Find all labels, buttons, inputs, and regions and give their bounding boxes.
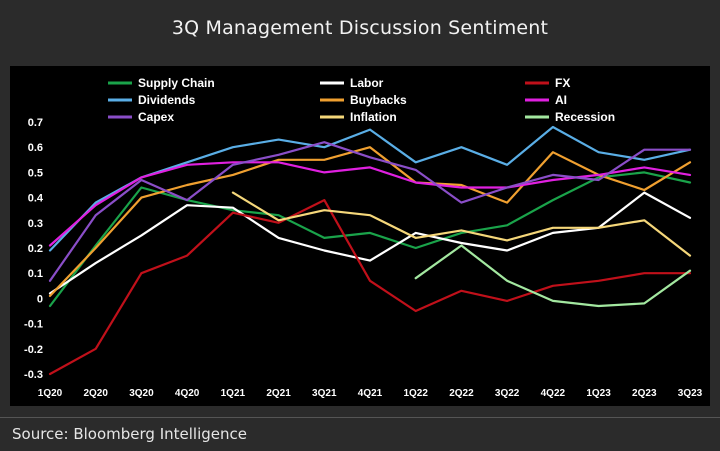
y-tick-label: 0.7	[28, 117, 43, 129]
x-tick-label: 1Q23	[586, 388, 611, 399]
legend-label: Labor	[350, 76, 384, 90]
series-line-ai	[48, 161, 692, 247]
x-tick-label: 4Q22	[541, 388, 566, 399]
chart-panel: Supply Chain Labor FX Dividends Buybacks AI Ca…	[10, 66, 710, 406]
series-line-recession	[414, 244, 692, 308]
y-tick-label: 0.2	[28, 243, 43, 255]
series-group	[48, 125, 692, 376]
series-line-labor	[48, 191, 692, 295]
legend-item-capex: Capex	[108, 110, 174, 124]
x-tick-label: 4Q21	[358, 388, 383, 399]
x-tick-label: 2Q21	[266, 388, 291, 399]
legend-item-labor: Labor	[320, 76, 384, 90]
y-tick-label: 0.4	[28, 193, 44, 205]
source-text: Source: Bloomberg Intelligence	[12, 425, 247, 443]
y-tick-label: 0.3	[28, 218, 43, 230]
chart-title: 3Q Management Discussion Sentiment	[171, 17, 549, 39]
legend-label: Dividends	[138, 93, 196, 107]
x-tick-label: 3Q20	[129, 388, 154, 399]
y-tick-label: -0.1	[24, 319, 43, 331]
axes: 0.7 0.6 0.5 0.4 0.3 0.2 0.1 0 -0.1 -0.2 -0.3 1Q20 2Q…	[24, 117, 703, 399]
legend-label: Recession	[555, 110, 615, 124]
series-line-capex	[48, 141, 692, 282]
x-tick-label: 1Q22	[403, 388, 428, 399]
legend-label: Supply Chain	[138, 76, 215, 90]
legend-label: Inflation	[350, 110, 397, 124]
x-tick-label: 3Q21	[312, 388, 337, 399]
legend-item-supply-chain: Supply Chain	[108, 76, 215, 90]
line-chart: Supply Chain Labor FX Dividends Buybacks AI Ca…	[24, 76, 703, 399]
y-tick-label: 0.5	[28, 167, 43, 179]
x-tick-label: 2Q20	[83, 388, 108, 399]
legend-item-dividends: Dividends	[108, 93, 196, 107]
series-line-fx	[48, 199, 692, 376]
legend-label: AI	[555, 93, 567, 107]
x-tick-label: 4Q20	[175, 388, 200, 399]
x-tick-label: 2Q22	[449, 388, 474, 399]
x-tick-label: 1Q20	[38, 388, 63, 399]
series-line-supply-chain	[48, 171, 692, 308]
x-tick-label: 3Q22	[495, 388, 520, 399]
x-tick-label: 1Q21	[221, 388, 246, 399]
y-tick-label: 0	[37, 293, 43, 305]
legend-item-recession: Recession	[525, 110, 615, 124]
source-note: Source: Bloomberg Intelligence	[0, 417, 720, 451]
y-tick-label: 0.6	[28, 142, 43, 154]
legend-label: FX	[555, 76, 570, 90]
y-tick-label: -0.2	[24, 344, 43, 356]
x-tick-label: 2Q23	[632, 388, 657, 399]
y-tick-label: -0.3	[24, 369, 43, 381]
chart-title-bar: 3Q Management Discussion Sentiment	[0, 0, 720, 56]
legend-item-buybacks: Buybacks	[320, 93, 407, 107]
legend: Supply Chain Labor FX Dividends Buybacks AI Ca…	[108, 76, 615, 124]
y-tick-label: 0.1	[28, 268, 43, 280]
legend-item-ai: AI	[525, 93, 567, 107]
series-line-buybacks	[48, 146, 692, 297]
legend-label: Capex	[138, 110, 174, 124]
legend-label: Buybacks	[350, 93, 407, 107]
legend-item-fx: FX	[525, 76, 570, 90]
x-tick-label: 3Q23	[678, 388, 703, 399]
legend-item-inflation: Inflation	[320, 110, 397, 124]
series-line-inflation	[231, 191, 692, 257]
